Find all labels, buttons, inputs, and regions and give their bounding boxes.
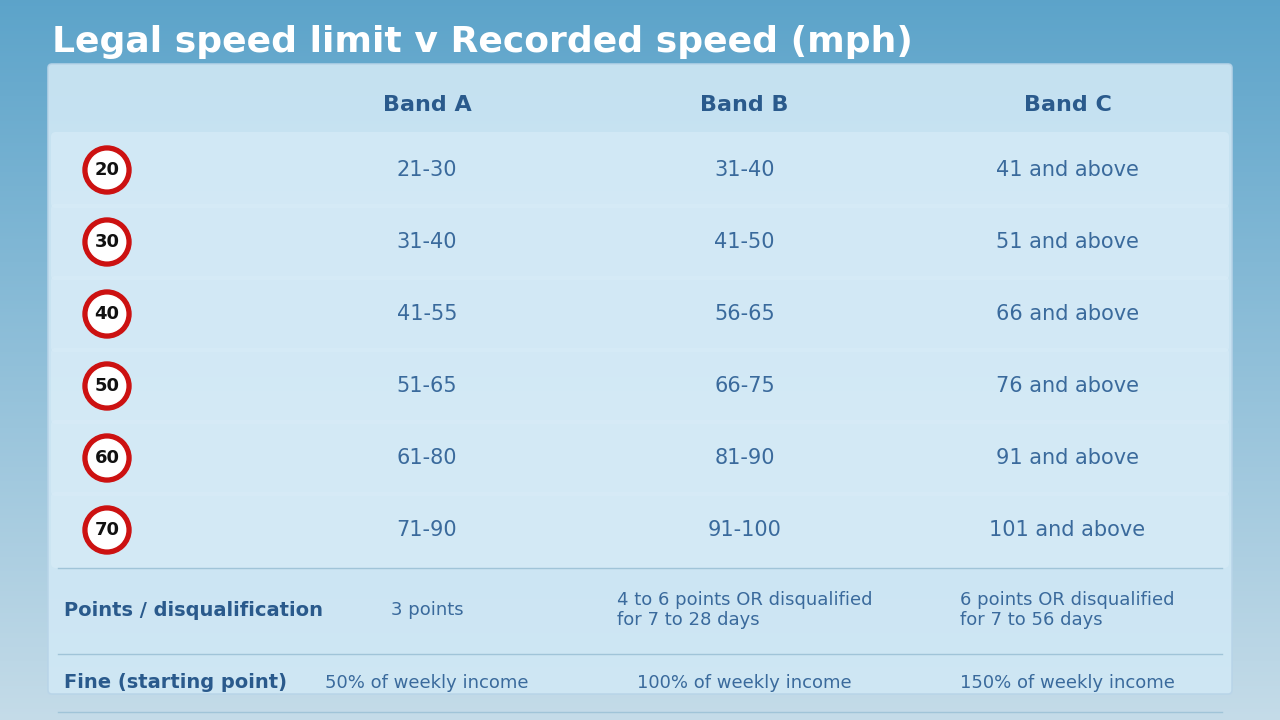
Text: Band B: Band B bbox=[700, 95, 788, 115]
Text: 50: 50 bbox=[95, 377, 119, 395]
Text: 51 and above: 51 and above bbox=[996, 232, 1139, 252]
Text: 71-90: 71-90 bbox=[397, 520, 457, 540]
Text: 41 and above: 41 and above bbox=[996, 160, 1139, 180]
Text: 56-65: 56-65 bbox=[714, 304, 774, 324]
Text: 31-40: 31-40 bbox=[714, 160, 774, 180]
Circle shape bbox=[88, 223, 125, 261]
Text: 76 and above: 76 and above bbox=[996, 376, 1139, 396]
Circle shape bbox=[83, 434, 131, 482]
Text: Band C: Band C bbox=[1024, 95, 1111, 115]
Text: Legal speed limit v Recorded speed (mph): Legal speed limit v Recorded speed (mph) bbox=[52, 25, 913, 59]
Text: 70: 70 bbox=[95, 521, 119, 539]
Text: 100% of weekly income: 100% of weekly income bbox=[637, 674, 851, 692]
Circle shape bbox=[83, 146, 131, 194]
Circle shape bbox=[88, 295, 125, 333]
Text: 30: 30 bbox=[95, 233, 119, 251]
Circle shape bbox=[88, 367, 125, 405]
Circle shape bbox=[88, 439, 125, 477]
FancyBboxPatch shape bbox=[51, 348, 1229, 424]
FancyBboxPatch shape bbox=[51, 132, 1229, 208]
Text: 66-75: 66-75 bbox=[714, 376, 774, 396]
Text: 91 and above: 91 and above bbox=[996, 448, 1139, 468]
FancyBboxPatch shape bbox=[51, 420, 1229, 496]
Text: 91-100: 91-100 bbox=[708, 520, 781, 540]
Circle shape bbox=[83, 290, 131, 338]
Circle shape bbox=[88, 511, 125, 549]
Text: 40: 40 bbox=[95, 305, 119, 323]
Text: 3 points: 3 points bbox=[390, 601, 463, 619]
Text: 31-40: 31-40 bbox=[397, 232, 457, 252]
Circle shape bbox=[83, 218, 131, 266]
Text: 20: 20 bbox=[95, 161, 119, 179]
Text: Band A: Band A bbox=[383, 95, 471, 115]
Text: Fine (starting point): Fine (starting point) bbox=[64, 673, 287, 693]
Text: 66 and above: 66 and above bbox=[996, 304, 1139, 324]
Text: 50% of weekly income: 50% of weekly income bbox=[325, 674, 529, 692]
FancyBboxPatch shape bbox=[51, 492, 1229, 568]
FancyBboxPatch shape bbox=[51, 204, 1229, 280]
Text: 21-30: 21-30 bbox=[397, 160, 457, 180]
Text: 51-65: 51-65 bbox=[397, 376, 457, 396]
Text: 41-55: 41-55 bbox=[397, 304, 457, 324]
Text: 61-80: 61-80 bbox=[397, 448, 457, 468]
Text: 60: 60 bbox=[95, 449, 119, 467]
Text: 6 points OR disqualified
for 7 to 56 days: 6 points OR disqualified for 7 to 56 day… bbox=[960, 590, 1175, 629]
Circle shape bbox=[83, 506, 131, 554]
Text: 150% of weekly income: 150% of weekly income bbox=[960, 674, 1175, 692]
Text: Points / disqualification: Points / disqualification bbox=[64, 600, 323, 619]
Circle shape bbox=[83, 362, 131, 410]
FancyBboxPatch shape bbox=[49, 64, 1231, 694]
Text: 101 and above: 101 and above bbox=[989, 520, 1146, 540]
Text: 81-90: 81-90 bbox=[714, 448, 774, 468]
FancyBboxPatch shape bbox=[51, 276, 1229, 352]
Text: 41-50: 41-50 bbox=[714, 232, 774, 252]
Text: 4 to 6 points OR disqualified
for 7 to 28 days: 4 to 6 points OR disqualified for 7 to 2… bbox=[617, 590, 872, 629]
Circle shape bbox=[88, 151, 125, 189]
